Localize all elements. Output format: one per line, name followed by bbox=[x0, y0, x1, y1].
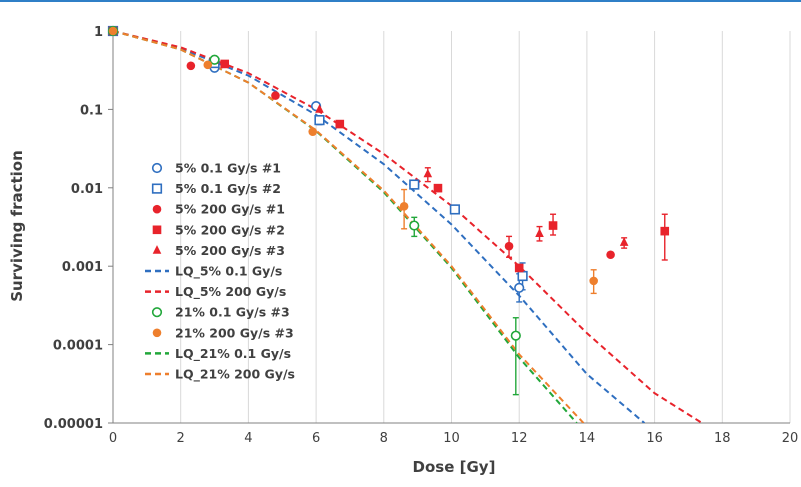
legend-marker-swatch bbox=[152, 204, 162, 214]
legend-marker-swatch bbox=[151, 307, 163, 318]
data-point bbox=[209, 54, 220, 65]
data-point bbox=[660, 226, 670, 236]
data-point bbox=[589, 276, 598, 286]
x-tick-label: 10 bbox=[443, 431, 460, 446]
legend-item: LQ_21% 200 Gy/s bbox=[145, 367, 295, 383]
data-point bbox=[409, 179, 420, 190]
data-point bbox=[203, 60, 213, 70]
legend-label: LQ_5% 0.1 Gy/s bbox=[175, 264, 282, 280]
data-point bbox=[423, 168, 433, 178]
legend-label: 5% 200 Gy/s #2 bbox=[175, 222, 285, 237]
legend-label: LQ_21% 0.1 Gy/s bbox=[175, 346, 291, 362]
fit-line bbox=[113, 30, 646, 423]
data-point bbox=[399, 202, 409, 211]
legend-item: 5% 200 Gy/s #3 bbox=[152, 243, 285, 258]
top-border bbox=[0, 0, 801, 2]
x-tick-label: 2 bbox=[177, 431, 185, 446]
data-point bbox=[548, 221, 558, 230]
legend-label: 5% 200 Gy/s #1 bbox=[175, 202, 285, 217]
y-tick-label: 0.1 bbox=[80, 103, 103, 118]
data-point bbox=[517, 270, 528, 282]
legend-marker-swatch bbox=[152, 328, 162, 338]
y-tick-label: 0.01 bbox=[71, 182, 103, 197]
legend-label: LQ_21% 200 Gy/s bbox=[175, 367, 295, 383]
fit-line bbox=[113, 30, 585, 423]
legend-label: 5% 0.1 Gy/s #1 bbox=[175, 161, 281, 176]
y-tick-label: 0.00001 bbox=[44, 417, 103, 432]
legend-marker-swatch bbox=[152, 245, 162, 254]
legend-item: 5% 200 Gy/s #2 bbox=[152, 222, 285, 237]
y-tick-label: 1 bbox=[94, 25, 103, 40]
data-point bbox=[510, 330, 521, 341]
x-tick-label: 6 bbox=[312, 431, 320, 446]
x-tick-label: 12 bbox=[511, 431, 528, 446]
data-point bbox=[335, 119, 345, 129]
data-point bbox=[271, 91, 280, 100]
legend-item: 21% 0.1 Gy/s #3 bbox=[151, 305, 290, 320]
legend-label: 5% 200 Gy/s #3 bbox=[175, 243, 285, 258]
legend-item: 5% 0.1 Gy/s #2 bbox=[151, 181, 281, 196]
x-tick-label: 4 bbox=[244, 431, 252, 446]
data-point bbox=[514, 263, 524, 273]
legend-label: 21% 200 Gy/s #3 bbox=[175, 325, 294, 340]
x-tick-label: 0 bbox=[109, 431, 117, 446]
x-axis-label: Dose [Gy] bbox=[413, 458, 496, 476]
y-tick-label: 0.001 bbox=[62, 260, 103, 275]
data-point bbox=[504, 241, 514, 251]
data-point bbox=[514, 282, 525, 293]
data-point bbox=[619, 237, 629, 246]
legend-label: 5% 0.1 Gy/s #2 bbox=[175, 181, 281, 196]
x-tick-label: 18 bbox=[714, 431, 731, 446]
x-tick-label: 14 bbox=[579, 431, 596, 446]
data-point bbox=[186, 61, 196, 71]
legend-label: 21% 0.1 Gy/s #3 bbox=[175, 305, 290, 320]
legend-marker-swatch bbox=[151, 162, 163, 174]
data-point bbox=[535, 228, 544, 237]
legend: 5% 0.1 Gy/s #1 5% 0.1 Gy/s #2 5% 200 Gy/s … bbox=[145, 161, 295, 383]
x-tick-label: 16 bbox=[646, 431, 663, 446]
data-point bbox=[449, 204, 460, 215]
x-tick-label: 8 bbox=[380, 431, 388, 446]
y-tick-label: 0.0001 bbox=[53, 339, 103, 354]
x-tick-label: 20 bbox=[782, 431, 799, 446]
legend-label: LQ_5% 200 Gy/s bbox=[175, 284, 286, 300]
data-point bbox=[220, 59, 230, 69]
data-point bbox=[315, 104, 324, 113]
legend-marker-swatch bbox=[151, 183, 163, 194]
data-point bbox=[108, 26, 118, 36]
legend-marker-swatch bbox=[152, 225, 162, 235]
data-point bbox=[308, 127, 318, 136]
data-point bbox=[314, 115, 325, 126]
legend-item: 21% 200 Gy/s #3 bbox=[152, 325, 294, 340]
legend-item: LQ_5% 0.1 Gy/s bbox=[145, 264, 282, 280]
legend-item: LQ_5% 200 Gy/s bbox=[145, 284, 286, 300]
legend-item: LQ_21% 0.1 Gy/s bbox=[145, 346, 291, 362]
y-axis-label: Surviving fraction bbox=[8, 150, 26, 302]
data-point bbox=[409, 220, 420, 231]
data-point bbox=[606, 250, 615, 260]
legend-item: 5% 200 Gy/s #1 bbox=[152, 202, 285, 217]
data-point bbox=[433, 183, 443, 193]
legend-item: 5% 0.1 Gy/s #1 bbox=[151, 161, 281, 176]
